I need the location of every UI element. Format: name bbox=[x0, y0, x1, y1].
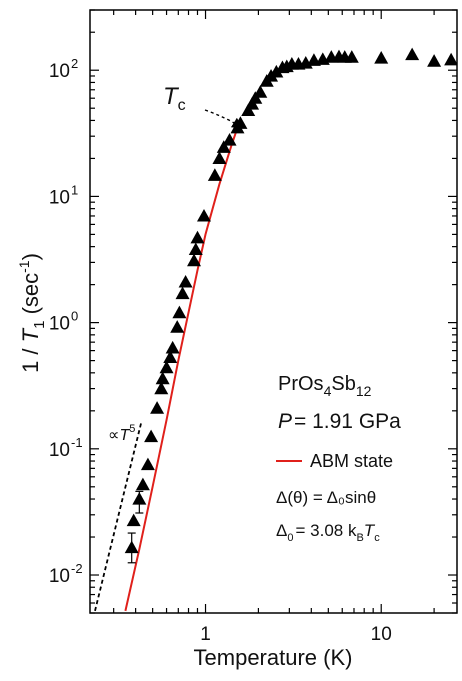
data-point-triangle bbox=[187, 253, 202, 267]
y-tick-label: 10 bbox=[49, 566, 70, 587]
data-point-triangle bbox=[196, 208, 211, 222]
data-point-triangle bbox=[144, 429, 159, 443]
data-point-triangle bbox=[135, 477, 150, 491]
y-tick-exponent: 2 bbox=[71, 56, 78, 71]
data-point-triangle bbox=[163, 350, 178, 364]
data-markers bbox=[124, 47, 457, 554]
data-point-triangle bbox=[427, 54, 442, 67]
y-tick-exponent: 1 bbox=[71, 182, 78, 197]
data-point-triangle bbox=[188, 242, 203, 256]
y-tick-label: 10 bbox=[49, 440, 70, 461]
x-tick-label: 10 bbox=[371, 624, 392, 645]
y-axis-label: 1 / T1 (sec-1) bbox=[16, 253, 48, 373]
data-point-triangle bbox=[374, 50, 389, 64]
y-tick-label: 10 bbox=[49, 314, 70, 335]
gap-formula: Δ(θ) = Δ₀sinθ bbox=[276, 488, 376, 507]
data-point-triangle bbox=[241, 103, 256, 117]
y-tick-exponent: -2 bbox=[71, 561, 83, 576]
material-label: PrOs4Sb12 bbox=[278, 373, 372, 399]
data-point-triangle bbox=[405, 47, 420, 61]
x-tick-labels: 1 10 bbox=[200, 624, 392, 645]
pressure-label: P= 1.91 GPa bbox=[278, 410, 401, 433]
data-point-triangle bbox=[216, 140, 231, 153]
data-point-triangle bbox=[207, 168, 222, 181]
x-tick-label: 1 bbox=[200, 624, 211, 645]
gap-value: Δ0 = 3.08 kBTc bbox=[276, 521, 380, 544]
data-point-triangle bbox=[212, 151, 227, 165]
data-point-triangle bbox=[124, 540, 139, 554]
y-tick-exponent: 0 bbox=[71, 309, 78, 324]
axis-ticks bbox=[90, 9, 457, 614]
data-point-triangle bbox=[178, 274, 193, 288]
data-point-triangle bbox=[140, 457, 155, 471]
data-point-triangle bbox=[344, 50, 359, 63]
data-point-triangle bbox=[132, 492, 147, 505]
legend-label-abm: ABM state bbox=[310, 451, 393, 471]
abm-fit-line bbox=[124, 122, 240, 612]
tc-label: Tc bbox=[163, 83, 186, 114]
data-point-triangle bbox=[126, 513, 141, 527]
data-point-triangle bbox=[170, 320, 185, 333]
data-point-triangle bbox=[222, 132, 237, 146]
data-point-triangle bbox=[269, 64, 284, 78]
data-point-triangle bbox=[233, 116, 248, 129]
x-axis-label: Temperature (K) bbox=[194, 645, 353, 670]
data-point-triangle bbox=[165, 340, 180, 354]
y-tick-exponent: -1 bbox=[71, 435, 83, 450]
plot-frame bbox=[89, 9, 458, 614]
y-tick-label: 10 bbox=[49, 187, 70, 208]
data-point-triangle bbox=[159, 360, 174, 374]
data-point-triangle bbox=[172, 305, 187, 319]
data-point-triangle bbox=[175, 286, 190, 300]
data-point-triangle bbox=[154, 381, 169, 395]
data-point-triangle bbox=[150, 401, 165, 414]
data-point-triangle bbox=[155, 371, 170, 385]
power-law-label: ∝T5 bbox=[108, 423, 135, 444]
power-law-dashed-line bbox=[94, 422, 142, 612]
y-tick-label: 10 bbox=[49, 61, 70, 82]
tc-arrow bbox=[204, 109, 244, 129]
data-point-triangle bbox=[190, 230, 205, 244]
data-point-triangle bbox=[444, 52, 457, 66]
data-point-triangle bbox=[253, 85, 268, 98]
